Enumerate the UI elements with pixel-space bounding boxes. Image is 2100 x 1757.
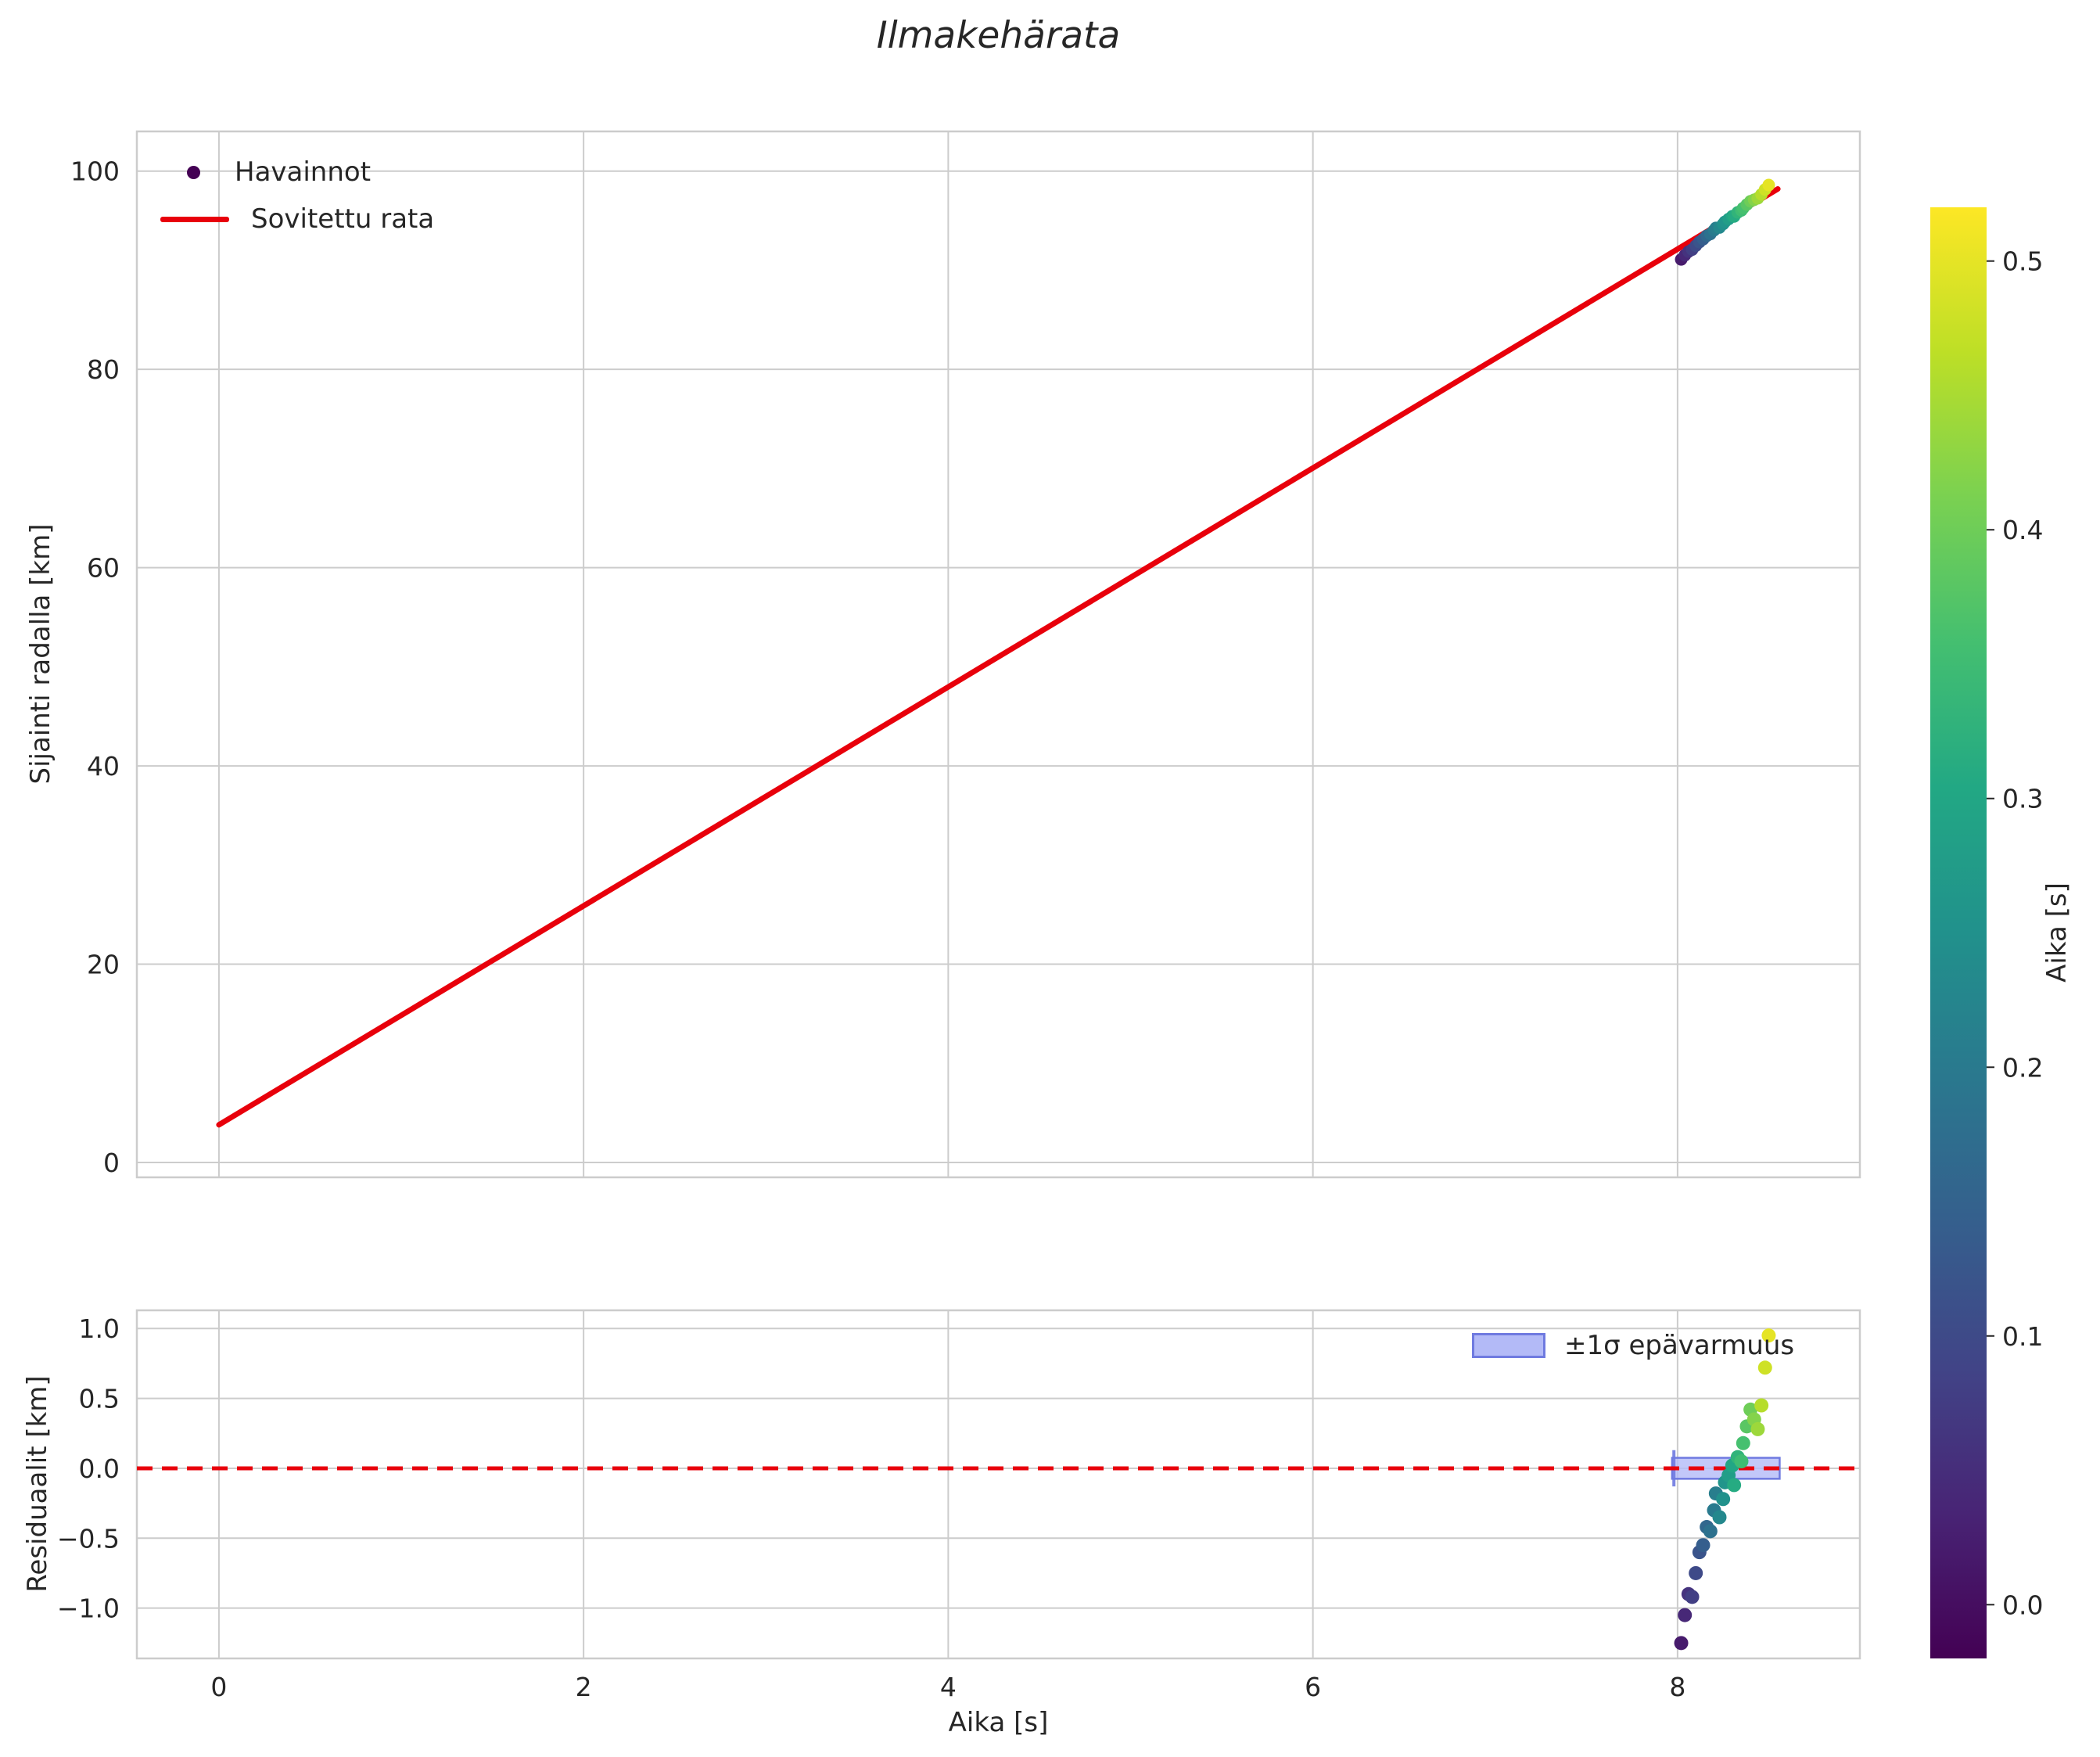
- trajectory-plot: 0 20 40 60 80 100: [70, 130, 1861, 1179]
- y-tick-label: 80: [87, 354, 120, 385]
- residual-point: [1757, 1360, 1772, 1375]
- fitted-trajectory-line: [216, 186, 1781, 1128]
- x-tick-label: 0: [210, 1672, 227, 1702]
- residual-point: [1703, 1524, 1718, 1539]
- residual-point: [1750, 1421, 1765, 1436]
- colorbar-tick-label: 0.0: [2002, 1590, 2043, 1620]
- x-tick-label: 2: [576, 1672, 592, 1702]
- residual-point: [1734, 1454, 1749, 1469]
- residual-point: [1761, 1328, 1776, 1343]
- plot-border: [135, 1309, 1861, 1660]
- residual-point: [1754, 1398, 1769, 1413]
- trajectory-legend: Havainnot Sovitettu rata: [160, 149, 434, 243]
- x-tick-label: 8: [1669, 1672, 1685, 1702]
- colorbar-tick-label: 0.5: [2002, 246, 2043, 277]
- y-tick-label: 20: [87, 950, 120, 980]
- y-tick-label: 0: [103, 1148, 120, 1178]
- observations-marker-icon: [187, 165, 200, 179]
- colorbar-tick-label: 0.3: [2002, 784, 2043, 814]
- y-tick-label: −0.5: [57, 1523, 120, 1554]
- y-tick-label: 0.5: [79, 1384, 120, 1414]
- trajectory-y-axis-label: Sijainti radalla [km]: [25, 523, 56, 785]
- residual-point: [1689, 1565, 1703, 1580]
- fit-line-icon: [160, 216, 229, 222]
- chart-title: Ilmakehärata: [876, 14, 1121, 57]
- residual-point: [1696, 1538, 1711, 1553]
- colorbar: 0.0 0.1 0.2 0.3 0.4 0.5: [1930, 207, 2043, 1658]
- residual-point: [1674, 1636, 1689, 1651]
- x-axis-label: Aika [s]: [948, 1707, 1049, 1738]
- y-tick-label: −1.0: [57, 1594, 120, 1624]
- uncertainty-band-icon: [1472, 1333, 1545, 1358]
- colorbar-tick-label: 0.4: [2002, 515, 2043, 545]
- x-tick-label: 4: [940, 1672, 957, 1702]
- y-tick-label: 40: [87, 751, 120, 781]
- residual-plot: −1.0 −0.5 0.0 0.5 1.0 0 2 4 6 8: [57, 1309, 1861, 1702]
- colorbar-gradient: [1930, 207, 1987, 1658]
- legend-entry-observations: Havainnot: [160, 149, 434, 196]
- observation-point: [1762, 178, 1775, 192]
- legend-entry-fit: Sovitettu rata: [160, 196, 434, 243]
- legend-label-fit: Sovitettu rata: [251, 203, 435, 235]
- y-tick-label: 60: [87, 553, 120, 584]
- residual-point: [1712, 1510, 1727, 1525]
- y-tick-label: 0.0: [79, 1453, 120, 1484]
- y-tick-label: 1.0: [79, 1313, 120, 1344]
- legend-label-uncertainty: ±1σ epävarmuus: [1564, 1330, 1795, 1361]
- residuals-y-axis-label: Residuaalit [km]: [22, 1375, 53, 1593]
- x-tick-label: 6: [1305, 1672, 1321, 1702]
- residuals-legend: ±1σ epävarmuus: [1472, 1330, 1794, 1361]
- colorbar-tick-label: 0.2: [2002, 1052, 2043, 1083]
- legend-label-observations: Havainnot: [235, 156, 372, 188]
- plot-border: [135, 130, 1861, 1179]
- residual-point: [1678, 1608, 1693, 1622]
- residual-point: [1716, 1492, 1731, 1507]
- residual-point: [1727, 1478, 1742, 1493]
- colorbar-label: Aika [s]: [2041, 882, 2073, 983]
- residual-point: [1685, 1590, 1700, 1604]
- plot-background: [137, 1310, 1860, 1658]
- y-tick-label: 100: [70, 156, 120, 187]
- colorbar-tick-label: 0.1: [2002, 1321, 2043, 1352]
- residual-point: [1736, 1435, 1750, 1450]
